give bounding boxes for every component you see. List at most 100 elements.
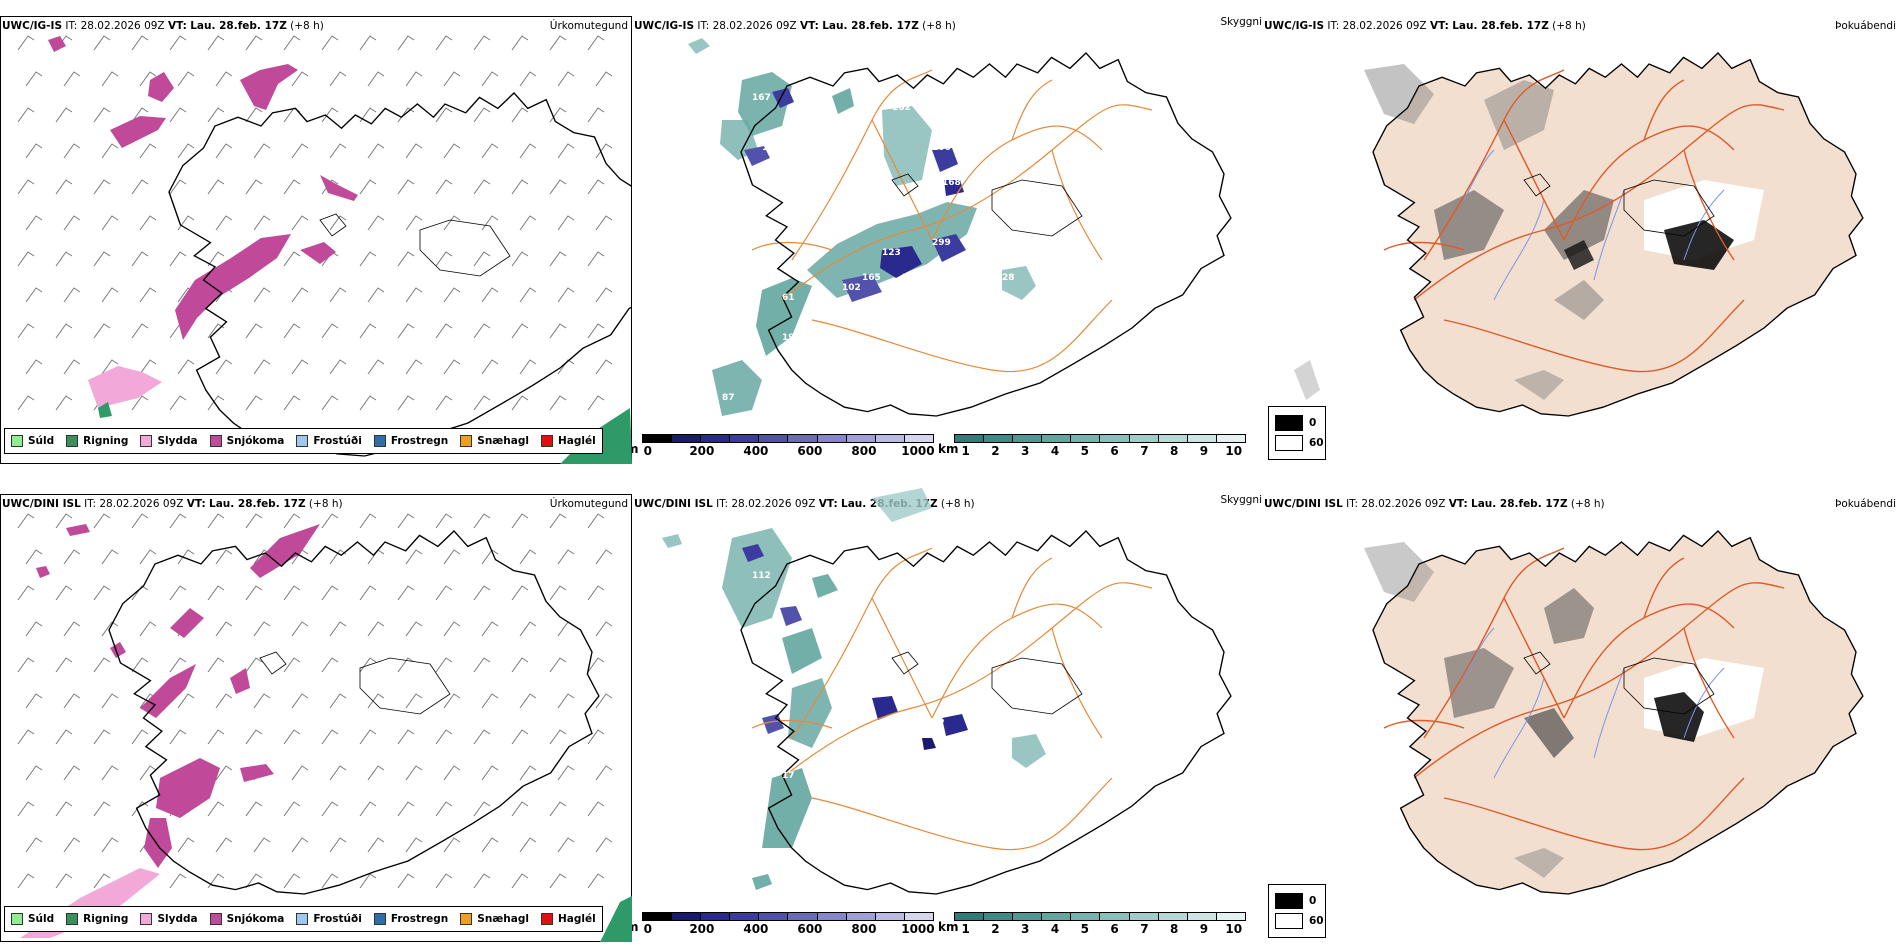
wind-barb bbox=[25, 71, 43, 87]
iceland-outline bbox=[740, 530, 1232, 895]
colorbar-unit: m bbox=[632, 442, 639, 456]
wind-barb bbox=[321, 35, 339, 51]
wind-barb bbox=[443, 287, 461, 303]
wind-barb bbox=[473, 323, 491, 339]
wind-barb bbox=[473, 179, 491, 195]
wind-barb bbox=[511, 801, 529, 817]
wind-barb bbox=[25, 215, 43, 231]
colorbar-tick-label: 3 bbox=[1021, 922, 1030, 936]
road-line bbox=[781, 104, 1153, 301]
wind-barb bbox=[587, 251, 605, 267]
wind-barb bbox=[17, 801, 35, 817]
colorbar-cell bbox=[1013, 913, 1043, 920]
colorbar-tick-label: 9 bbox=[1199, 444, 1209, 458]
wind-barb bbox=[283, 395, 301, 411]
iceland-outline bbox=[1372, 530, 1864, 895]
wind-barb bbox=[435, 179, 453, 195]
panel-header: UWC/DINI ISL IT: 28.02.2026 09Z VT: Lau.… bbox=[2, 498, 343, 510]
wind-barb bbox=[397, 873, 415, 889]
wind-barb bbox=[587, 729, 605, 745]
legend-swatch bbox=[296, 435, 309, 447]
wind-barb bbox=[367, 71, 385, 87]
road-network bbox=[1383, 547, 1785, 851]
wind-barb bbox=[55, 179, 73, 195]
legend-item: Rigning bbox=[66, 435, 128, 447]
visibility-colorbar: 1 2 3 4 5 6 7 8 9 10 km bbox=[938, 912, 1246, 936]
wind-barb bbox=[587, 179, 605, 195]
wind-barb bbox=[511, 251, 529, 267]
glacier-outline bbox=[991, 657, 1083, 715]
wind-barb bbox=[283, 179, 301, 195]
colorbar-tick-label: 6 bbox=[1110, 922, 1119, 936]
wind-barb bbox=[367, 287, 385, 303]
precip-type-panel-1: UWC/IG-IS IT: 28.02.2026 09Z VT: Lau. 28… bbox=[0, 0, 632, 464]
lead-time: (+8 h) bbox=[1570, 498, 1605, 510]
wind-barb bbox=[511, 395, 529, 411]
wind-barb bbox=[169, 585, 187, 601]
road-line bbox=[1443, 777, 1745, 851]
iceland-fog-map bbox=[1294, 52, 1864, 417]
wind-barb bbox=[321, 179, 339, 195]
legend-label: Frostregn bbox=[390, 435, 449, 447]
coastline bbox=[168, 92, 632, 457]
colorbar-cell bbox=[817, 913, 847, 920]
wind-barb bbox=[443, 215, 461, 231]
wind-barb bbox=[435, 873, 453, 889]
wind-barb bbox=[169, 35, 187, 51]
coastline bbox=[740, 530, 1232, 895]
wind-barb bbox=[557, 359, 575, 375]
wind-barb bbox=[329, 765, 347, 781]
wind-barb bbox=[519, 765, 537, 781]
wind-barb bbox=[291, 837, 309, 853]
precip-type-panel-2: UWC/DINI ISL IT: 28.02.2026 09Z VT: Lau.… bbox=[0, 478, 632, 942]
vt-value: Lau. 28.feb. 17Z bbox=[1471, 498, 1568, 510]
wind-barb bbox=[55, 107, 73, 123]
wind-barb bbox=[63, 71, 81, 87]
wind-barb bbox=[283, 251, 301, 267]
wind-barb bbox=[549, 323, 567, 339]
river-line bbox=[1593, 189, 1625, 281]
colorbar-cell bbox=[904, 435, 933, 442]
wind-barb bbox=[595, 287, 613, 303]
wind-barb bbox=[321, 657, 339, 673]
wind-barb bbox=[587, 107, 605, 123]
wind-barb bbox=[207, 801, 225, 817]
wind-barb bbox=[549, 873, 567, 889]
snow-area bbox=[300, 242, 336, 264]
colorbar-tick-label: 5 bbox=[1080, 922, 1089, 936]
iceland-outline bbox=[168, 92, 632, 457]
wind-barb bbox=[481, 621, 499, 637]
wind-barb bbox=[519, 143, 537, 159]
colorbar-tick-label: 4 bbox=[1050, 922, 1060, 936]
wind-barb bbox=[435, 323, 453, 339]
fog-swatch-white bbox=[1275, 435, 1303, 451]
wind-barb bbox=[291, 693, 309, 709]
wind-barb bbox=[245, 107, 263, 123]
river-line bbox=[1493, 677, 1545, 779]
model-name: UWC/IG-IS bbox=[634, 20, 695, 32]
wind-barb bbox=[63, 287, 81, 303]
road-network bbox=[751, 547, 1153, 851]
visibility-value-label: 168 bbox=[942, 178, 961, 188]
wind-barb bbox=[245, 729, 263, 745]
wind-barb bbox=[367, 143, 385, 159]
wind-barb bbox=[473, 729, 491, 745]
wind-barb bbox=[177, 549, 195, 565]
wind-barb bbox=[321, 873, 339, 889]
lead-time: (+8 h) bbox=[922, 20, 956, 32]
colorbar-ticks: 1 2 3 4 5 6 7 8 9 10 bbox=[954, 922, 1246, 936]
wind-barb bbox=[397, 251, 415, 267]
wind-barb bbox=[397, 729, 415, 745]
colorbar-cell bbox=[672, 435, 702, 442]
wind-barb bbox=[587, 801, 605, 817]
wind-barb bbox=[291, 71, 309, 87]
wind-barb bbox=[587, 323, 605, 339]
wind-barb bbox=[131, 35, 149, 51]
cloudbase-colorbar: 0 200 400 600 800 1000 m bbox=[632, 912, 935, 936]
wind-barb bbox=[169, 179, 187, 195]
wind-barb bbox=[25, 359, 43, 375]
wind-barb bbox=[549, 729, 567, 745]
fog-legend: 0 60 bbox=[1268, 884, 1326, 938]
iceland-precip-map bbox=[17, 35, 632, 464]
legend-swatch bbox=[11, 913, 23, 925]
